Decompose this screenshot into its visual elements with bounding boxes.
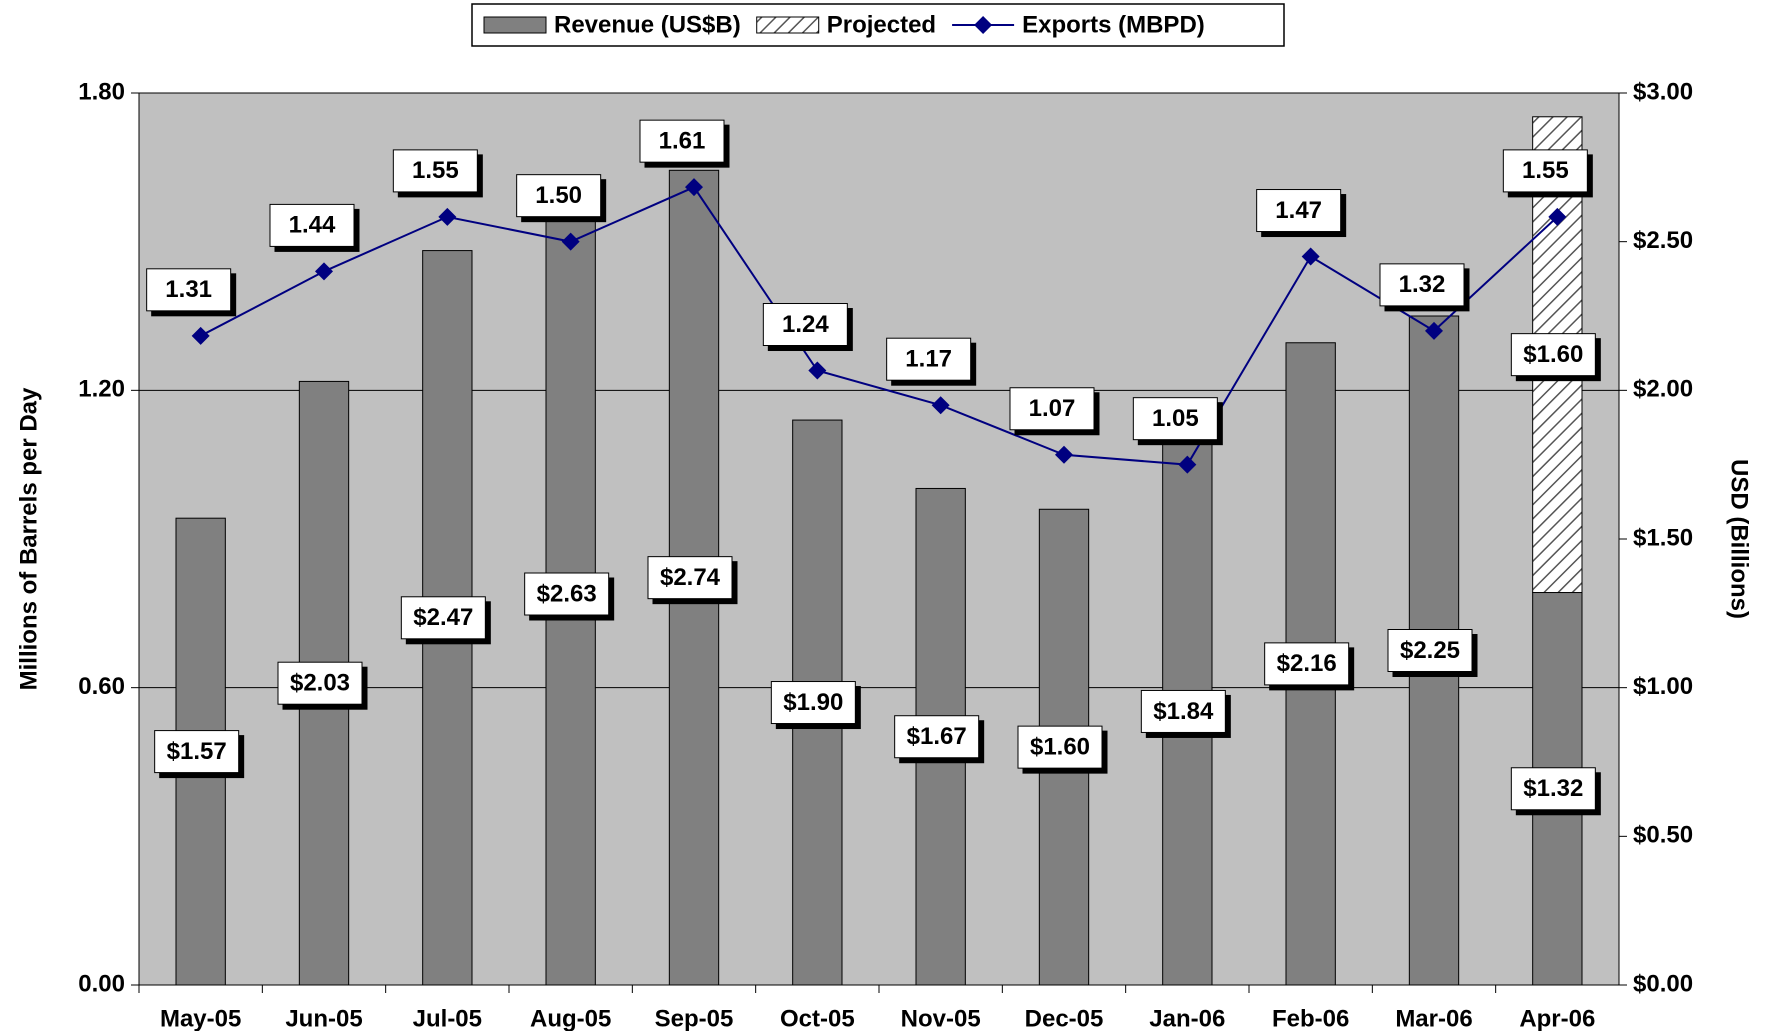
marker [1548,207,1567,226]
data-label-box [154,730,240,774]
x-tick-label: Oct-05 [780,1005,855,1031]
legend-swatch [483,16,547,34]
data-label-box [894,715,980,759]
marker [1178,455,1197,474]
plot-area [138,92,1620,986]
data-label-box [1510,333,1596,377]
data-label-box [762,303,848,347]
x-tick-label: Jan-06 [1149,1005,1225,1031]
data-label: 1.55 [412,157,459,184]
marker [808,361,827,380]
data-label-box [639,119,725,163]
line [200,185,1559,466]
x-tick-label: Apr-06 [1519,1005,1595,1031]
x-tick-label: Feb-06 [1272,1005,1349,1031]
y-tick-label: 1.20 [78,376,125,403]
data-label: $1.57 [167,738,227,765]
x-tick-label: Jul-05 [413,1005,482,1031]
marker [931,396,950,415]
data-label: $2.74 [660,564,721,591]
data-label: 1.61 [659,127,706,154]
y2-tick-label: $2.00 [1633,376,1693,403]
data-label: 1.55 [1522,157,1569,184]
x-tick-label: Aug-05 [530,1005,611,1031]
legend-label: Revenue (US$B) [554,11,741,38]
data-label-box [146,268,232,312]
data-label-box [1379,263,1465,307]
data-label-box [647,556,733,600]
data-label: $1.32 [1523,775,1583,802]
y-axis-title: Millions of Barrels per Day [15,387,42,690]
data-label-box [269,203,355,247]
data-label: 1.47 [1275,197,1322,224]
y-tick-label: 1.80 [78,78,125,105]
x-tick-label: Jun-05 [285,1005,362,1031]
legend-box [471,3,1285,47]
data-label-box [400,596,486,640]
data-label: 1.44 [289,212,336,239]
data-label: $2.25 [1400,637,1460,664]
data-label: 1.17 [905,346,952,373]
marker [1301,247,1320,266]
data-label: 1.24 [782,311,829,338]
y2-tick-label: $1.50 [1633,524,1693,551]
data-label: $1.60 [1523,341,1583,368]
y2-tick-label: $0.00 [1633,970,1693,997]
marker [191,326,210,345]
y2-tick-label: $0.50 [1633,822,1693,849]
data-label-box [1009,387,1095,431]
y-tick-label: 0.00 [78,970,125,997]
data-label: $2.47 [413,604,473,631]
y2-tick-label: $2.50 [1633,227,1693,254]
x-tick-label: Sep-05 [655,1005,734,1031]
legend: Revenue (US$B) Projected Exports (MBPD) [471,3,1285,47]
data-label: $2.63 [537,580,597,607]
x-tick-label: Mar-06 [1395,1005,1472,1031]
legend-label: Projected [827,11,936,38]
y2-axis-title: USD (Billions) [1726,459,1753,619]
data-label: $1.60 [1030,733,1090,760]
data-label: 1.50 [535,182,582,209]
data-label-box [1502,149,1588,193]
marker [1425,321,1443,340]
legend-swatch [974,16,993,34]
data-label-box [1140,689,1226,733]
data-label: $2.16 [1277,650,1337,677]
data-label-box [524,572,610,616]
data-label-box [392,149,478,193]
y2-tick-label: $1.00 [1633,673,1693,700]
data-label-box [770,681,856,725]
data-label-box [886,337,972,381]
data-label: $1.84 [1153,698,1214,725]
x-tick-label: Nov-05 [901,1005,981,1031]
data-label: $1.90 [783,689,843,716]
marker [561,232,580,251]
marker [315,262,333,281]
marker [438,207,457,226]
y-tick-label: 0.60 [78,673,125,700]
data-label-box [516,174,602,218]
data-label: 1.31 [165,276,212,303]
legend-swatch [756,16,820,34]
data-label-box [277,661,363,705]
data-label: $2.03 [290,670,350,697]
legend-label: Exports (MBPD) [1022,11,1205,38]
data-label-box [1256,189,1342,233]
x-tick-label: Dec-05 [1025,1005,1104,1031]
data-label: 1.07 [1029,395,1076,422]
data-label-box [1017,725,1103,769]
marker [1055,445,1073,464]
data-label-box [1132,397,1218,441]
marker [685,178,703,197]
data-label: $1.67 [907,723,967,750]
x-tick-label: May-05 [160,1005,241,1031]
data-label-box [1387,629,1473,672]
data-label-box [1264,642,1350,686]
y2-tick-label: $3.00 [1633,78,1693,105]
data-label-box [1510,767,1596,811]
data-label: 1.32 [1399,271,1446,298]
data-label: 1.05 [1152,405,1199,432]
